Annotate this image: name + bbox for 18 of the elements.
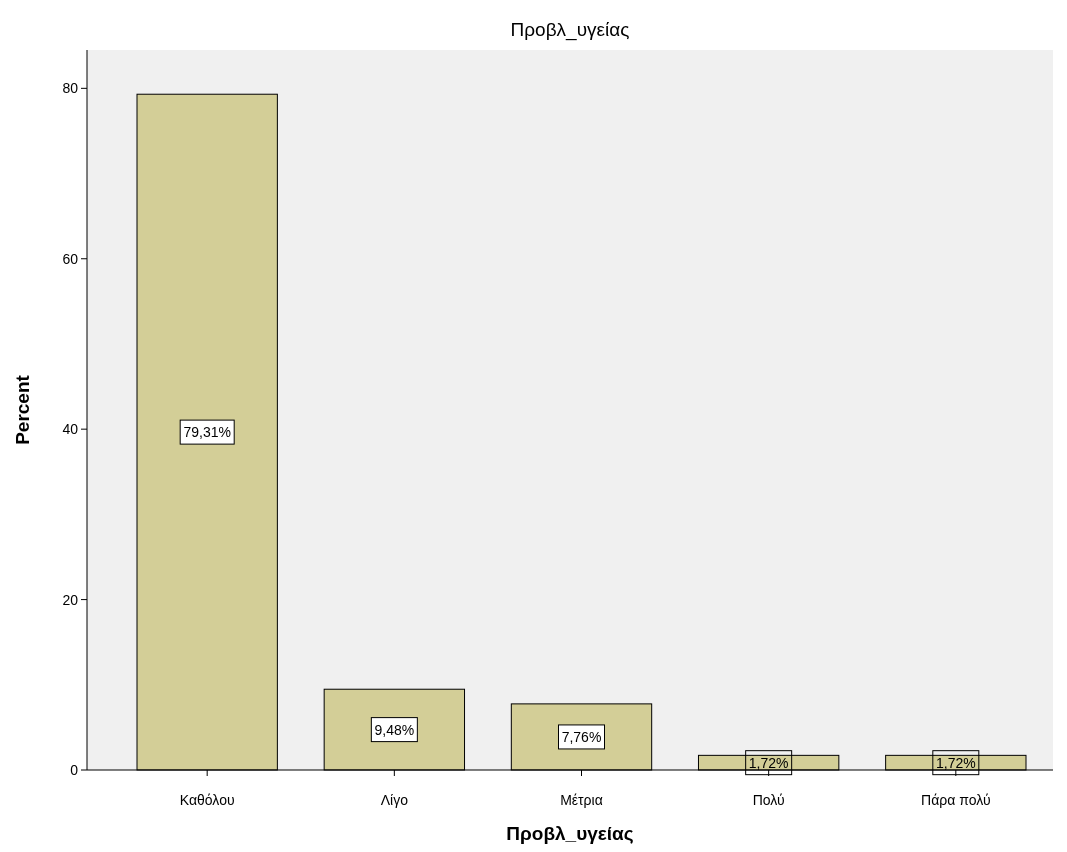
y-tick-label: 20 <box>62 591 79 608</box>
y-tick-label: 80 <box>62 80 79 97</box>
data-label: 7,76% <box>561 728 602 745</box>
x-tick-label: Πάρα πολύ <box>921 792 991 808</box>
y-axis-title: Percent <box>12 374 33 445</box>
x-axis-title: Προβλ_υγείας <box>506 823 634 844</box>
y-tick-label: 0 <box>70 762 79 778</box>
x-tick-label: Πολύ <box>752 792 785 808</box>
y-tick-label: 60 <box>62 250 79 267</box>
chart-title: Προβλ_υγείας <box>510 19 630 41</box>
x-tick-label: Μέτρια <box>560 792 603 808</box>
x-tick-label: Καθόλου <box>179 792 235 808</box>
data-label: 79,31% <box>183 424 231 441</box>
data-label: 1,72% <box>748 754 789 771</box>
y-tick-label: 40 <box>62 421 79 438</box>
data-label: 1,72% <box>935 754 976 771</box>
data-label: 9,48% <box>374 721 415 738</box>
x-tick-label: Λίγο <box>380 792 409 808</box>
